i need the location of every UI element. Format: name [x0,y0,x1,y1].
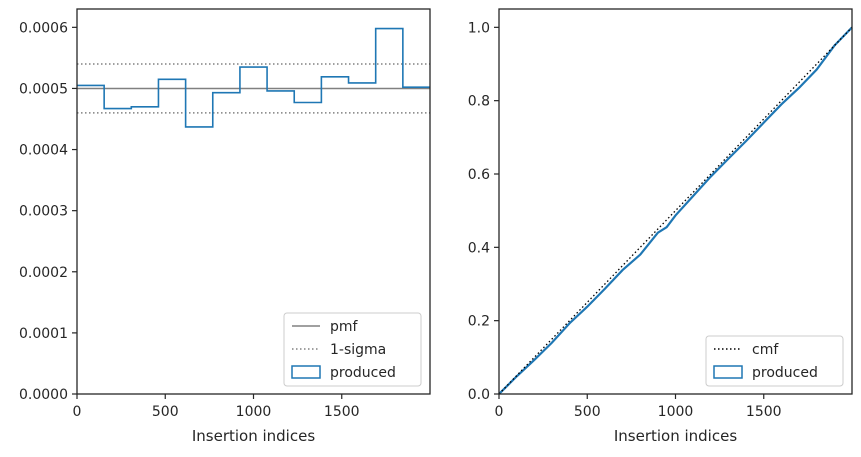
x-tick-label: 1000 [236,404,272,420]
legend-label-sigma: 1-sigma [330,342,386,358]
right-ticks: 0 500 1000 1500 0.0 0.2 0.4 0.6 0.8 1.0 [468,20,782,420]
y-tick-label: 0.0006 [19,20,68,36]
left-x-axis-label: Insertion indices [192,427,315,445]
y-tick-label: 0.0000 [19,387,68,403]
legend-frame [705,335,844,387]
produced-step-histogram [77,27,430,128]
y-tick-label: 0.0003 [19,204,68,220]
x-tick-label: 1000 [658,404,694,420]
y-tick-label: 0.0001 [19,326,68,342]
produced-cumulative-line [498,26,853,395]
right-plot-marks [498,26,853,395]
legend-frame [283,312,422,387]
legend-handle-produced [291,365,321,379]
y-tick-label: 0.8 [468,94,490,110]
y-tick-label: 0.0002 [19,265,68,281]
x-tick-label: 1500 [746,404,782,420]
y-tick-label: 0.6 [468,167,490,183]
cmf-line [498,26,853,395]
right-legend: cmf produced [705,335,844,387]
left-chart-panel: 0 500 1000 1500 0.0000 0.0001 0.0002 0.0003 0.00… [19,8,431,445]
x-tick-label: 500 [574,404,601,420]
legend-label-cmf: cmf [752,342,779,358]
legend-handle-produced [713,365,743,379]
left-legend: pmf 1-sigma produced [283,312,422,387]
left-plot-marks [77,27,430,128]
left-ticks: 0 500 1000 1500 0.0000 0.0001 0.0002 0.0003 0.00… [19,20,360,420]
y-tick-label: 0.2 [468,314,490,330]
y-tick-label: 0.0005 [19,81,68,97]
legend-label-produced: produced [330,365,396,381]
right-chart-panel: 0 500 1000 1500 0.0 0.2 0.4 0.6 0.8 1.0 Insertion… [468,8,853,445]
y-tick-label: 1.0 [468,20,490,36]
x-tick-label: 0 [73,404,82,420]
right-x-axis-label: Insertion indices [614,427,737,445]
y-tick-label: 0.0 [468,387,490,403]
x-tick-label: 1500 [324,404,360,420]
x-tick-label: 0 [495,404,504,420]
legend-label-produced: produced [752,365,818,381]
x-tick-label: 500 [152,404,179,420]
y-tick-label: 0.4 [468,240,490,256]
y-tick-label: 0.0004 [19,143,68,159]
legend-label-pmf: pmf [330,319,359,335]
